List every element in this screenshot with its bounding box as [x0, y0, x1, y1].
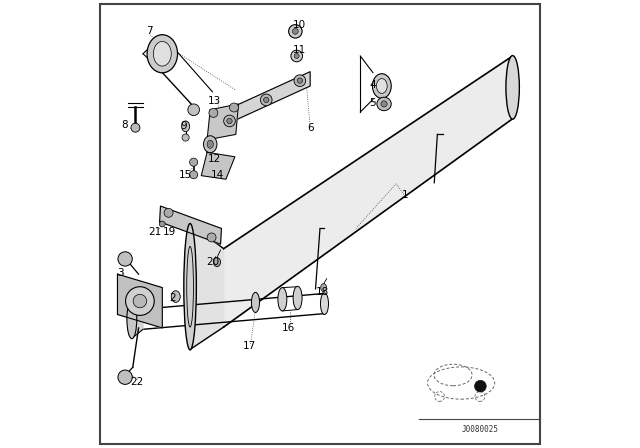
Text: 5: 5 — [369, 98, 376, 108]
Circle shape — [189, 171, 198, 179]
Text: 6: 6 — [307, 123, 314, 133]
Circle shape — [227, 118, 232, 124]
Circle shape — [294, 75, 306, 86]
Ellipse shape — [184, 224, 196, 350]
Polygon shape — [190, 224, 224, 349]
Ellipse shape — [293, 286, 302, 310]
Circle shape — [131, 123, 140, 132]
Circle shape — [164, 208, 173, 217]
Text: 12: 12 — [208, 154, 221, 164]
Circle shape — [125, 287, 154, 315]
Ellipse shape — [291, 50, 303, 62]
Polygon shape — [159, 206, 221, 244]
Ellipse shape — [321, 293, 328, 314]
Ellipse shape — [278, 288, 287, 311]
Circle shape — [118, 370, 132, 384]
Circle shape — [188, 104, 200, 116]
Ellipse shape — [204, 136, 217, 153]
Text: 20: 20 — [206, 257, 219, 267]
Text: 16: 16 — [282, 323, 295, 333]
Ellipse shape — [381, 101, 387, 107]
Text: 11: 11 — [293, 45, 307, 55]
Ellipse shape — [292, 29, 298, 34]
Ellipse shape — [376, 79, 387, 93]
Ellipse shape — [377, 97, 391, 111]
Ellipse shape — [372, 73, 391, 98]
Ellipse shape — [506, 56, 520, 119]
Text: 9: 9 — [180, 121, 187, 131]
Ellipse shape — [289, 25, 302, 38]
Circle shape — [209, 108, 218, 117]
Circle shape — [207, 233, 216, 242]
Ellipse shape — [207, 140, 213, 148]
Polygon shape — [132, 300, 143, 338]
Text: 10: 10 — [293, 20, 307, 30]
Text: 3: 3 — [117, 268, 124, 278]
Text: 19: 19 — [163, 227, 177, 237]
Text: J0080025: J0080025 — [462, 425, 499, 434]
Polygon shape — [207, 104, 239, 140]
Ellipse shape — [147, 35, 177, 73]
Circle shape — [189, 158, 198, 166]
Ellipse shape — [294, 54, 299, 59]
Polygon shape — [202, 152, 235, 179]
Text: 13: 13 — [208, 96, 221, 106]
Circle shape — [475, 380, 486, 392]
Circle shape — [224, 115, 236, 127]
Ellipse shape — [182, 121, 189, 132]
Text: 17: 17 — [243, 341, 256, 351]
Text: 8: 8 — [121, 121, 127, 130]
Circle shape — [297, 78, 303, 83]
Circle shape — [264, 97, 269, 103]
Text: 15: 15 — [179, 170, 192, 180]
Ellipse shape — [172, 291, 180, 302]
Text: 18: 18 — [316, 287, 329, 297]
Polygon shape — [217, 72, 310, 129]
Text: 1: 1 — [402, 190, 408, 200]
Ellipse shape — [252, 293, 260, 313]
Ellipse shape — [154, 42, 172, 66]
Circle shape — [260, 94, 272, 106]
Polygon shape — [118, 274, 163, 328]
Text: 21: 21 — [148, 227, 162, 237]
Circle shape — [118, 252, 132, 266]
Ellipse shape — [159, 221, 165, 227]
Circle shape — [182, 134, 189, 141]
Text: 7: 7 — [147, 26, 153, 36]
Circle shape — [230, 103, 239, 112]
Text: 2: 2 — [170, 293, 177, 303]
Ellipse shape — [321, 284, 326, 292]
Text: 4: 4 — [369, 80, 376, 90]
Ellipse shape — [213, 258, 221, 267]
Circle shape — [133, 294, 147, 308]
Ellipse shape — [127, 299, 137, 339]
Text: 22: 22 — [131, 377, 144, 387]
Polygon shape — [224, 56, 513, 327]
Text: 14: 14 — [211, 170, 223, 180]
